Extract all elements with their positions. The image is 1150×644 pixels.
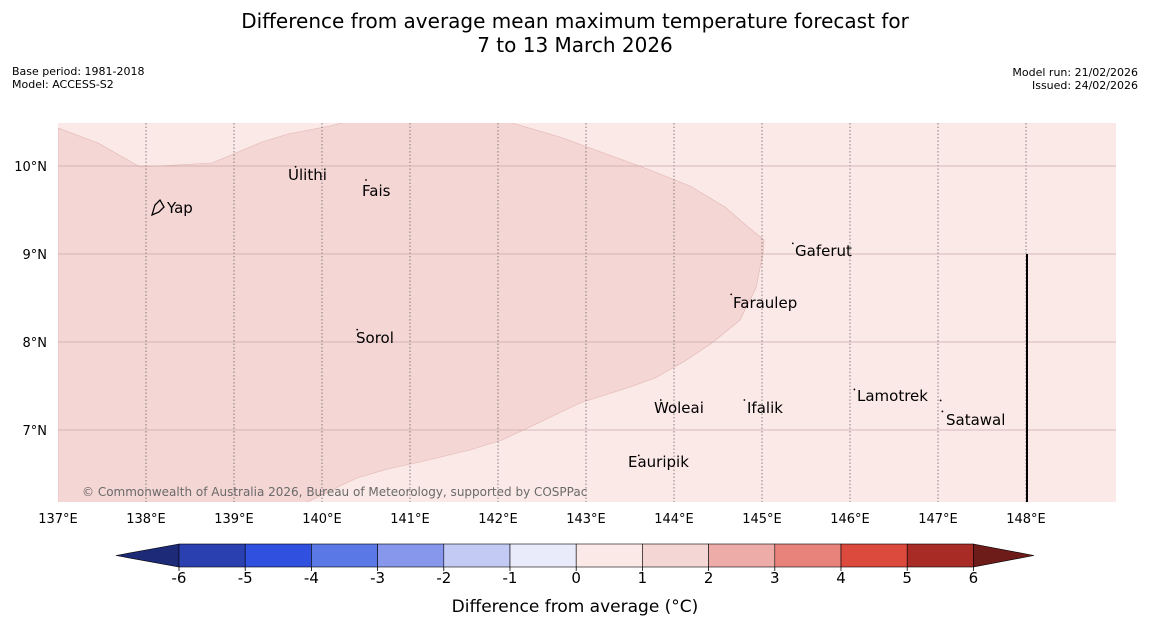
atoll-marker [730,293,733,296]
colorbar-swatch [509,543,577,568]
lon-tick-label: 140°E [302,512,342,527]
colorbar-swatch [178,543,246,568]
colorbar-swatch [377,543,445,568]
lon-tick-label: 144°E [654,512,694,527]
place-label-ifalik: Ifalik [747,399,783,417]
atoll-marker [941,410,944,413]
atoll-marker [356,328,359,331]
chart-title: Difference from average mean maximum tem… [0,9,1150,57]
yap-island-outline [150,198,165,217]
atoll-marker [365,179,367,181]
atoll-marker [743,399,746,401]
colorbar-swatch [575,543,643,568]
colorbar-tick-label: 3 [770,569,780,587]
atoll-marker [853,388,856,391]
lon-tick-label: 143°E [566,512,606,527]
colorbar-tick-label: 4 [836,569,846,587]
colorbar-tick-label: 0 [571,569,581,587]
colorbar-tick-label: 2 [704,569,714,587]
atoll-marker [659,399,662,401]
colorbar-tick-label: -1 [503,569,518,587]
lat-tick-label: 7°N [23,424,48,439]
lon-tick-label: 138°E [126,512,166,527]
place-label-eauripik: Eauripik [628,453,689,471]
colorbar-over-arrow [973,543,1035,568]
place-label-sorol: Sorol [356,329,394,347]
colorbar-swatch [774,543,842,568]
colorbar-tick-label: 1 [638,569,648,587]
lon-tick-label: 147°E [918,512,958,527]
colorbar-tick-label: -3 [370,569,385,587]
place-label-yap: Yap [166,199,193,217]
copyright-notice: © Commonwealth of Australia 2026, Bureau… [82,485,587,499]
colorbar-tick-label: 5 [902,569,912,587]
colorbar-swatch [906,543,974,568]
place-label-satawal: Satawal [946,411,1005,429]
issued-date: Issued: 24/02/2026 [1031,79,1138,92]
lon-tick-label: 148°E [1006,512,1046,527]
atoll-marker [294,165,297,168]
lon-tick-label: 141°E [390,512,430,527]
colorbar-tick-label: -5 [238,569,253,587]
colorbar-label: Difference from average (°C) [452,597,699,617]
atoll-marker [791,242,794,245]
colorbar-swatch [311,543,378,568]
place-label-fais: Fais [362,182,391,200]
colorbar-tick-label: -4 [304,569,319,587]
lat-tick-label: 10°N [14,160,47,175]
place-label-ulithi: Ulithi [288,166,327,184]
model-name: Model: ACCESS-S2 [12,78,114,91]
colorbar-swatch [840,543,908,568]
colorbar-swatch [443,543,511,568]
lat-tick-label: 8°N [23,336,48,351]
model-run: Model run: 21/02/2026 [1012,66,1138,79]
lat-tick-label: 9°N [23,248,48,263]
meta-right: Model run: 21/02/2026 Issued: 24/02/2026 [1012,66,1138,92]
meta-left: Base period: 1981-2018 Model: ACCESS-S2 [12,65,144,91]
colorbar-swatch [642,543,709,568]
lon-tick-label: 139°E [214,512,254,527]
colorbar-tick-label: -2 [436,569,451,587]
colorbar-tick-label: 6 [969,569,979,587]
colorbar-swatch [244,543,312,568]
colorbar: -6 -5 -4 -3 -2 -1 0 1 2 3 4 5 6 [115,543,1035,587]
place-label-woleai: Woleai [654,399,704,417]
atoll-marker [939,399,942,402]
lon-tick-label: 142°E [478,512,518,527]
lon-tick-label: 145°E [742,512,782,527]
colorbar-tick-label: -6 [172,569,187,587]
lon-tick-label: 137°E [38,512,78,527]
colorbar-under-arrow [115,543,180,568]
colorbar-swatch [708,543,776,568]
title-line-2: 7 to 13 March 2026 [477,33,673,57]
lon-tick-label: 146°E [830,512,870,527]
place-label-gaferut: Gaferut [795,242,852,260]
warm-anomaly-region [58,123,765,502]
place-label-lamotrek: Lamotrek [857,387,928,405]
atoll-marker [637,454,640,457]
base-period: Base period: 1981-2018 [12,65,145,78]
place-label-faraulep: Faraulep [733,294,797,312]
title-line-1: Difference from average mean maximum tem… [241,9,909,33]
